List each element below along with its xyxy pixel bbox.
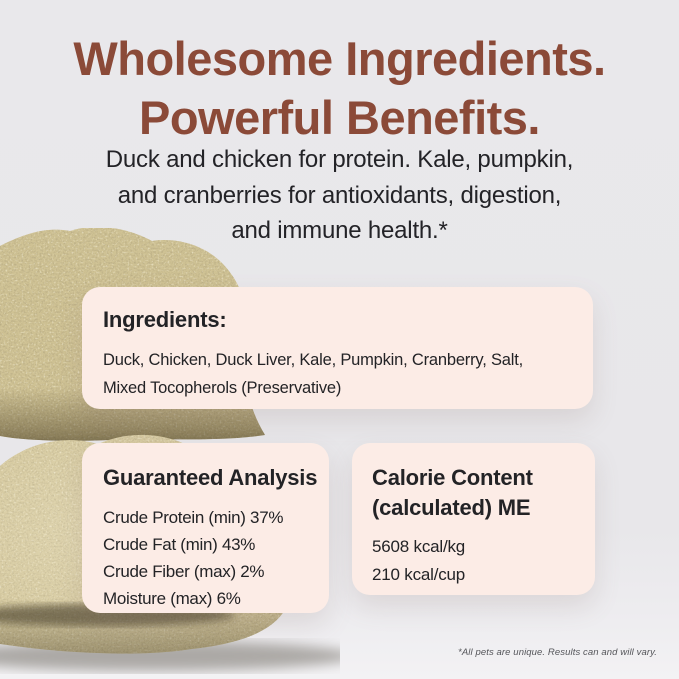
page-title: Wholesome Ingredients. Powerful Benefits… bbox=[0, 29, 679, 147]
calorie-content-card: Calorie Content (calculated) ME 5608 kca… bbox=[352, 443, 595, 595]
calorie-row-kcal-cup: 210 kcal/cup bbox=[372, 564, 466, 584]
ingredients-list: Duck, Chicken, Duck Liver, Kale, Pumpkin… bbox=[103, 346, 579, 402]
calorie-row-kcal-kg: 5608 kcal/kg bbox=[372, 537, 466, 556]
ingredients-title: Ingredients: bbox=[103, 307, 227, 332]
subtitle: Duck and chicken for protein. Kale, pump… bbox=[0, 142, 679, 249]
guaranteed-analysis-rows: Crude Protein (min) 37% Crude Fat (min) … bbox=[103, 504, 321, 612]
guaranteed-analysis-title: Guaranteed Analysis bbox=[103, 465, 318, 490]
page-title-line2: Powerful Benefits. bbox=[138, 91, 541, 144]
hero-heading: Wholesome Ingredients. Powerful Benefits… bbox=[0, 29, 679, 147]
calorie-content-rows: 5608 kcal/kg 210 kcal/cup bbox=[372, 533, 587, 588]
analysis-row-fiber: Crude Fiber (max) 2% bbox=[103, 562, 265, 581]
calorie-content-title: Calorie Content (calculated) ME bbox=[372, 463, 587, 523]
ingredients-card: Ingredients: Duck, Chicken, Duck Liver, … bbox=[82, 287, 593, 409]
calorie-title-line2: (calculated) ME bbox=[372, 495, 531, 520]
subtitle-line2: and cranberries for antioxidants, digest… bbox=[117, 181, 562, 209]
ingredients-list-line1: Duck, Chicken, Duck Liver, Kale, Pumpkin… bbox=[103, 351, 524, 369]
guaranteed-analysis-card: Guaranteed Analysis Crude Protein (min) … bbox=[82, 443, 329, 613]
subtitle-line3: and immune health.* bbox=[231, 217, 448, 244]
subtitle-line1: Duck and chicken for protein. Kale, pump… bbox=[105, 146, 574, 173]
analysis-row-moisture: Moisture (max) 6% bbox=[103, 589, 241, 608]
ingredients-list-line2: Mixed Tocopherols (Preservative) bbox=[103, 379, 342, 397]
calorie-title-line1: Calorie Content bbox=[372, 465, 533, 490]
analysis-row-fat: Crude Fat (min) 43% bbox=[103, 535, 256, 554]
page-title-line1: Wholesome Ingredients. bbox=[73, 32, 606, 85]
disclaimer-footnote: *All pets are unique. Results can and wi… bbox=[458, 647, 657, 658]
analysis-row-protein: Crude Protein (min) 37% bbox=[103, 508, 284, 527]
